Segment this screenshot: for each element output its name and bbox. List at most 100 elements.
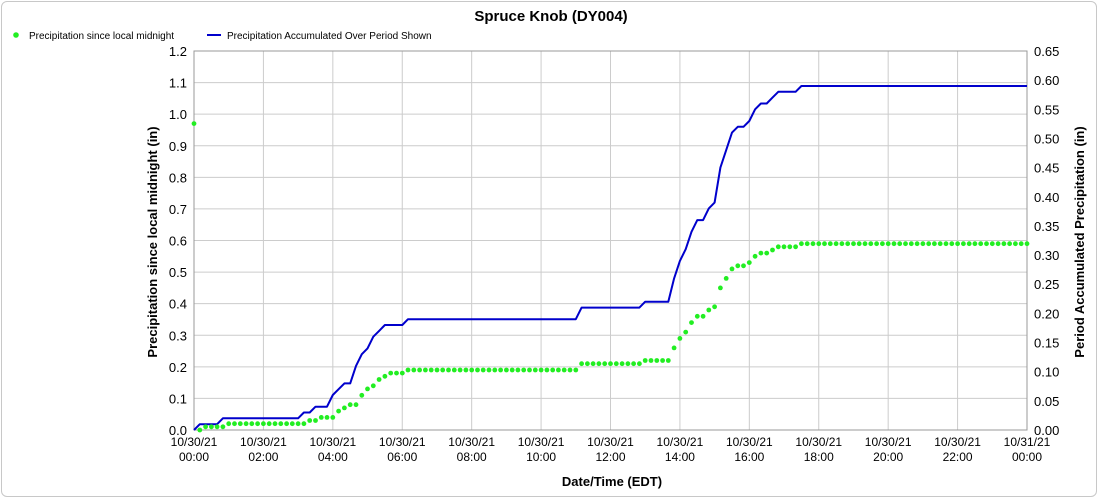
midnight-point bbox=[845, 241, 851, 247]
midnight-point bbox=[804, 241, 810, 247]
midnight-point bbox=[989, 241, 995, 247]
midnight-point bbox=[266, 421, 272, 427]
midnight-point bbox=[816, 241, 822, 247]
midnight-point bbox=[920, 241, 926, 247]
midnight-point bbox=[1018, 241, 1024, 247]
midnight-point bbox=[255, 421, 260, 427]
x-tick-date: 10/30/21 bbox=[171, 435, 218, 449]
x-tick-time: 04:00 bbox=[318, 450, 348, 464]
midnight-point bbox=[602, 361, 608, 367]
midnight-point bbox=[318, 415, 324, 420]
midnight-point bbox=[220, 424, 226, 430]
x-tick-date: 10/30/21 bbox=[240, 435, 287, 449]
midnight-point bbox=[943, 241, 949, 247]
y-tick-right: 0.65 bbox=[1034, 44, 1059, 59]
midnight-point bbox=[891, 241, 897, 247]
legend-midnight-marker bbox=[13, 32, 19, 38]
y-tick-left: 0.5 bbox=[169, 265, 187, 280]
x-tick-date: 10/30/21 bbox=[309, 435, 356, 449]
midnight-point bbox=[214, 424, 220, 430]
midnight-point bbox=[932, 241, 937, 247]
x-tick-time: 10:00 bbox=[526, 450, 556, 464]
x-tick-time: 14:00 bbox=[665, 450, 695, 464]
legend-accum-label: Precipitation Accumulated Over Period Sh… bbox=[227, 31, 432, 42]
midnight-point bbox=[978, 241, 984, 247]
midnight-point bbox=[376, 377, 382, 382]
x-tick-date: 10/30/21 bbox=[795, 435, 842, 449]
midnight-point bbox=[723, 276, 729, 281]
midnight-point bbox=[469, 367, 475, 373]
midnight-point bbox=[295, 421, 301, 427]
x-tick-time: 20:00 bbox=[873, 450, 903, 464]
midnight-point bbox=[781, 244, 787, 250]
x-tick-time: 08:00 bbox=[457, 450, 487, 464]
midnight-point bbox=[741, 263, 746, 269]
plot-area bbox=[193, 50, 1028, 431]
midnight-point bbox=[775, 244, 781, 250]
midnight-point bbox=[868, 241, 874, 247]
x-tick-date: 10/30/21 bbox=[379, 435, 426, 449]
y-tick-left: 0.2 bbox=[169, 360, 187, 375]
midnight-point bbox=[203, 424, 209, 430]
x-tick-date: 10/30/21 bbox=[726, 435, 773, 449]
x-tick-date: 10/30/21 bbox=[518, 435, 565, 449]
midnight-point bbox=[949, 241, 955, 247]
x-tick-time: 22:00 bbox=[943, 450, 973, 464]
midnight-point bbox=[839, 241, 845, 247]
midnight-point bbox=[289, 421, 295, 427]
midnight-point bbox=[937, 241, 943, 247]
midnight-point bbox=[770, 247, 775, 253]
midnight-point bbox=[261, 421, 266, 427]
left-axis-label: Precipitation since local midnight (in) bbox=[145, 126, 160, 357]
x-tick-date: 10/30/21 bbox=[657, 435, 704, 449]
x-tick-time: 12:00 bbox=[595, 450, 625, 464]
midnight-point bbox=[486, 367, 492, 373]
x-axis-label: Date/Time (EDT) bbox=[562, 474, 662, 489]
midnight-point bbox=[955, 241, 960, 247]
midnight-point bbox=[550, 367, 556, 373]
midnight-point bbox=[625, 361, 631, 367]
x-tick-date: 10/30/21 bbox=[934, 435, 981, 449]
y-tick-right: 0.55 bbox=[1034, 102, 1059, 117]
midnight-point bbox=[793, 244, 798, 250]
y-tick-left: 1.2 bbox=[169, 44, 187, 59]
midnight-point bbox=[851, 241, 856, 247]
midnight-point bbox=[480, 367, 486, 373]
midnight-point bbox=[966, 241, 972, 247]
midnight-point bbox=[544, 367, 550, 373]
midnight-point bbox=[1024, 241, 1030, 247]
midnight-point bbox=[897, 241, 903, 247]
midnight-point bbox=[619, 361, 625, 367]
y-tick-left: 0.7 bbox=[169, 202, 187, 217]
midnight-point bbox=[527, 367, 532, 373]
midnight-point bbox=[532, 367, 538, 373]
midnight-point bbox=[423, 367, 428, 373]
midnight-point bbox=[827, 241, 833, 247]
midnight-point bbox=[509, 367, 515, 373]
midnight-point bbox=[596, 361, 602, 367]
midnight-point bbox=[324, 415, 330, 420]
midnight-point bbox=[284, 421, 289, 427]
midnight-point bbox=[683, 329, 689, 335]
x-tick-date: 10/30/21 bbox=[587, 435, 634, 449]
y-tick-left: 0.8 bbox=[169, 170, 187, 185]
midnight-point bbox=[307, 418, 313, 423]
midnight-point bbox=[718, 285, 723, 291]
midnight-point bbox=[347, 402, 353, 408]
midnight-point bbox=[451, 367, 457, 373]
midnight-point bbox=[654, 358, 660, 363]
midnight-point bbox=[388, 370, 394, 376]
midnight-point bbox=[446, 367, 451, 373]
midnight-point bbox=[758, 250, 764, 256]
right-axis-label: Period Accumulated Precipitation (in) bbox=[1072, 126, 1087, 357]
midnight-point bbox=[191, 121, 197, 126]
midnight-point bbox=[417, 367, 422, 373]
y-tick-left: 0.0 bbox=[169, 423, 187, 438]
midnight-point bbox=[961, 241, 966, 247]
midnight-point bbox=[365, 386, 370, 392]
x-tick-date: 10/31/21 bbox=[1004, 435, 1051, 449]
chart-title: Spruce Knob (DY004) bbox=[474, 8, 627, 25]
midnight-point bbox=[209, 424, 214, 430]
y-tick-left: 1.0 bbox=[169, 107, 187, 122]
